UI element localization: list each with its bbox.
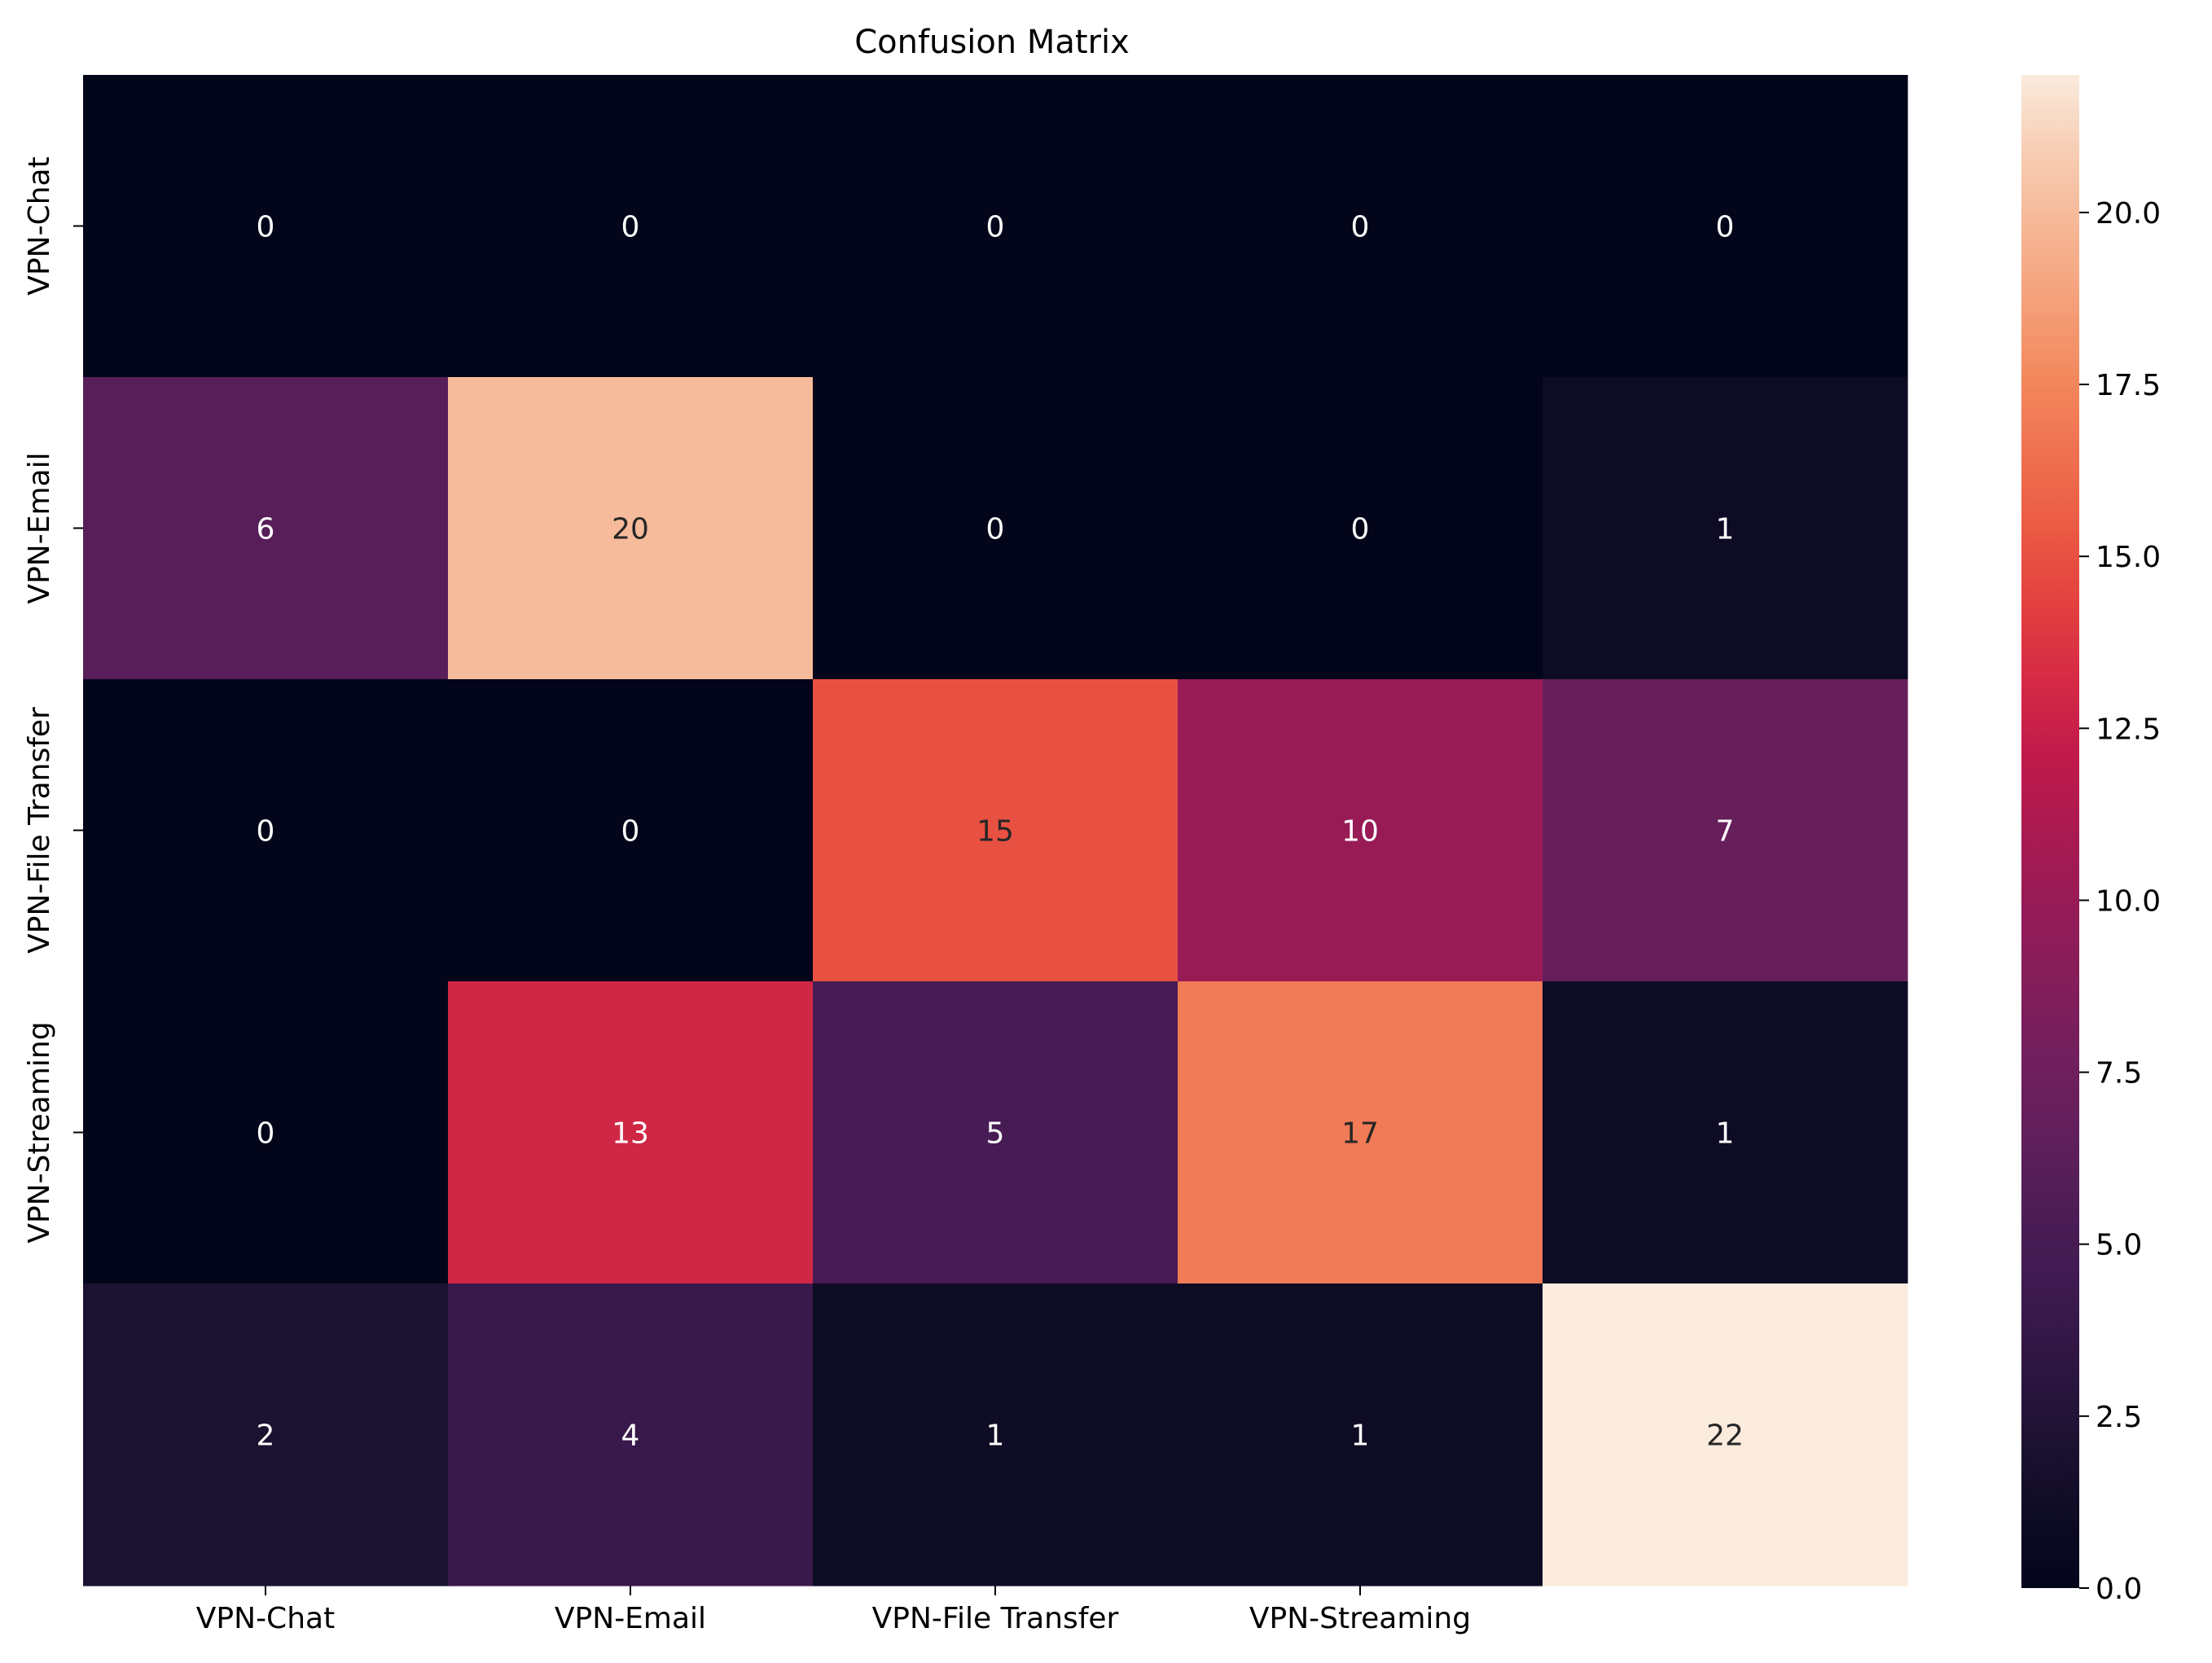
- cell-value-label: 2: [257, 1419, 275, 1453]
- heatmap-cell: [1543, 679, 1908, 982]
- colorbar: 0.0 2.5 5.0 7.5 10.0 12.5 15.0 17.5 20.0: [2021, 75, 2161, 1606]
- colorbar-tick-label: 20.0: [2096, 197, 2161, 230]
- cell-value-label: 0: [621, 211, 640, 244]
- heatmap-cell: [83, 1283, 449, 1586]
- cell-value-label: 6: [257, 513, 275, 546]
- heatmap-cell: [813, 1283, 1178, 1586]
- cell-value-label: 13: [612, 1117, 649, 1151]
- heatmap-cell: [1178, 1283, 1543, 1586]
- heatmap-cell: [813, 981, 1178, 1284]
- heatmap-cell: [1543, 377, 1908, 680]
- cell-value-label: 0: [986, 513, 1005, 546]
- cell-value-label: 20: [612, 513, 649, 546]
- cell-annotations: 0 0 0 0 06 20 0 0 10 0 15 10 70 13 5 17 12 4 1 1 22: [257, 211, 1744, 1453]
- y-axis: VPN-Chat VPN-Email VPN-File Transfer VPN-St…: [23, 156, 83, 1244]
- heatmap-cell: [448, 679, 814, 982]
- cell-value-label: 0: [257, 211, 275, 244]
- cell-value-label: 0: [1351, 211, 1370, 244]
- cell-value-label: 1: [1716, 1117, 1735, 1151]
- heatmap-cell: [1178, 377, 1543, 680]
- heatmap-cell: [83, 981, 449, 1284]
- y-tick-label: VPN-Email: [23, 452, 56, 603]
- y-tick-label: VPN-Chat: [23, 156, 56, 295]
- heatmap-cell: [1178, 75, 1543, 378]
- heatmap-cell: [83, 75, 449, 378]
- heatmap-cell: [1543, 75, 1908, 378]
- heatmap-cells: [83, 75, 1908, 1586]
- cell-value-label: 0: [257, 815, 275, 849]
- cell-value-label: 22: [1706, 1419, 1744, 1453]
- cell-value-label: 0: [257, 1117, 275, 1151]
- colorbar-tick-label: 0.0: [2096, 1573, 2142, 1606]
- cell-value-label: 0: [1351, 513, 1370, 546]
- cell-value-label: 15: [977, 815, 1014, 849]
- colorbar-tick-label: 7.5: [2096, 1057, 2142, 1090]
- cell-value-label: 0: [621, 815, 640, 849]
- y-tick-label: VPN-File Transfer: [23, 707, 56, 954]
- heatmap-cell: [1178, 679, 1543, 982]
- colorbar-tick-label: 10.0: [2096, 884, 2161, 918]
- colorbar-tick-label: 15.0: [2096, 541, 2161, 574]
- colorbar-gradient: [2021, 75, 2079, 1588]
- heatmap-cell: [83, 377, 449, 680]
- cell-value-label: 7: [1716, 815, 1735, 849]
- heatmap-cell: [448, 75, 814, 378]
- colorbar-tick-label: 17.5: [2096, 369, 2161, 402]
- x-axis: VPN-Chat VPN-Email VPN-File Transfer VPN-St…: [196, 1586, 1471, 1635]
- heatmap-cell: [813, 377, 1178, 680]
- colorbar-tick-label: 2.5: [2096, 1401, 2142, 1434]
- cell-value-label: 1: [1351, 1419, 1370, 1453]
- heatmap-cell: [813, 679, 1178, 982]
- cell-value-label: 0: [986, 211, 1005, 244]
- cell-value-label: 0: [1716, 211, 1735, 244]
- heatmap-cell: [813, 75, 1178, 378]
- heatmap-cell: [448, 377, 814, 680]
- cell-value-label: 1: [986, 1419, 1005, 1453]
- cell-value-label: 4: [621, 1419, 640, 1453]
- cell-value-label: 5: [986, 1117, 1005, 1151]
- heatmap-cell: [83, 679, 449, 982]
- x-tick-label: VPN-Chat: [196, 1602, 335, 1635]
- y-tick-label: VPN-Streaming: [23, 1021, 56, 1243]
- x-tick-label: VPN-Streaming: [1249, 1602, 1471, 1635]
- heatmap-cell: [1178, 981, 1543, 1284]
- heatmap-cell: [448, 1283, 814, 1586]
- cell-value-label: 1: [1716, 513, 1735, 546]
- heatmap-cell: [1543, 1283, 1908, 1586]
- cell-value-label: 17: [1341, 1117, 1379, 1151]
- heatmap-cell: [1543, 981, 1908, 1284]
- colorbar-tick-label: 5.0: [2096, 1229, 2142, 1262]
- colorbar-tick-label: 12.5: [2096, 713, 2161, 746]
- chart-title: Confusion Matrix: [854, 24, 1130, 61]
- heatmap-cell: [448, 981, 814, 1284]
- x-tick-label: VPN-Email: [555, 1602, 706, 1635]
- cell-value-label: 10: [1341, 815, 1379, 849]
- x-tick-label: VPN-File Transfer: [872, 1602, 1119, 1635]
